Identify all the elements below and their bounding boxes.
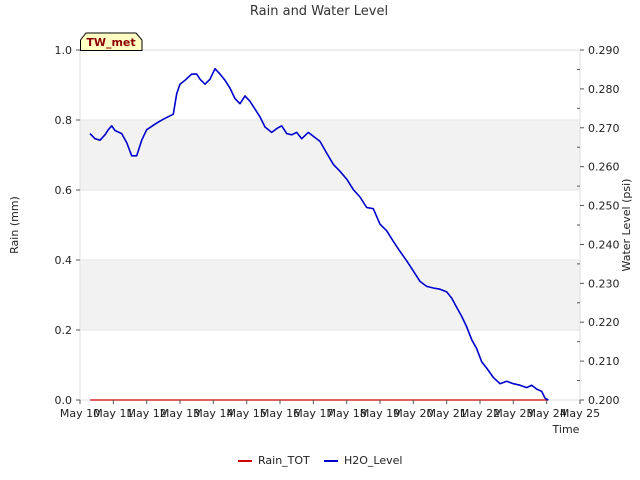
x-tick-label: May 15 [227,407,267,420]
right-tick-label: 0.220 [588,316,620,329]
left-tick-label: 1.0 [55,44,73,57]
x-tick-label: May 22 [460,407,500,420]
left-tick-label: 0.4 [55,254,73,267]
left-tick-label: 0.6 [55,184,73,197]
station-label: TW_met [86,36,135,49]
left-tick-label: 0.8 [55,114,73,127]
x-tick-label: May 13 [160,407,200,420]
h2o-level-line [89,67,549,401]
x-tick-label: May 14 [193,407,233,420]
right-axis-ticks: 0.200 0.210 0.220 0.230 0.240 0.250 0.260 0.270… [577,44,620,407]
x-tick-label: May 10 [60,407,100,420]
gridlines [80,49,580,401]
x-tick-label: May 16 [260,407,300,420]
x-tick-label: May 23 [493,407,533,420]
station-badge-shape [80,32,143,51]
right-tick-label: 0.210 [588,355,620,368]
chart-title: Rain and Water Level [250,4,388,19]
left-tick-label: 0.0 [55,394,73,407]
right-tick-label: 0.200 [588,394,620,407]
left-tick-label: 0.2 [55,324,73,337]
x-tick-label: May 18 [327,407,367,420]
x-tick-label: May 20 [393,407,433,420]
right-tick-label: 0.240 [588,238,620,251]
legend: Rain_TOT H2O_Level [238,454,402,467]
background-band [80,120,580,190]
right-tick-label: 0.270 [588,122,620,135]
left-axis-title: Rain (mm) [8,196,21,254]
x-tick-label: May 11 [93,407,133,420]
x-tick-label: May 24 [527,407,567,420]
x-tick-label: May 17 [293,407,333,420]
right-axis-title: Water Level (psi) [620,179,633,272]
plot-area-frame [79,49,581,401]
station-badge: TW_met [80,32,143,51]
right-tick-label: 0.260 [588,161,620,174]
background-band [80,260,580,330]
x-tick-label: May 12 [127,407,167,420]
plot-background-bands [80,120,580,330]
x-tick-label: May 21 [427,407,467,420]
right-tick-label: 0.280 [588,83,620,96]
x-tick-label: May 19 [360,407,400,420]
legend-h2o-label: H2O_Level [344,454,402,467]
series-layer [89,67,549,401]
right-tick-label: 0.250 [588,200,620,213]
right-tick-label: 0.290 [588,44,620,57]
x-tick-label: May 25 [560,407,600,420]
legend-rain-label: Rain_TOT [258,454,310,467]
right-tick-label: 0.230 [588,277,620,290]
x-axis-title: Time [552,423,580,436]
left-axis-ticks: 0.0 0.2 0.4 0.6 0.8 1.0 [55,44,80,407]
